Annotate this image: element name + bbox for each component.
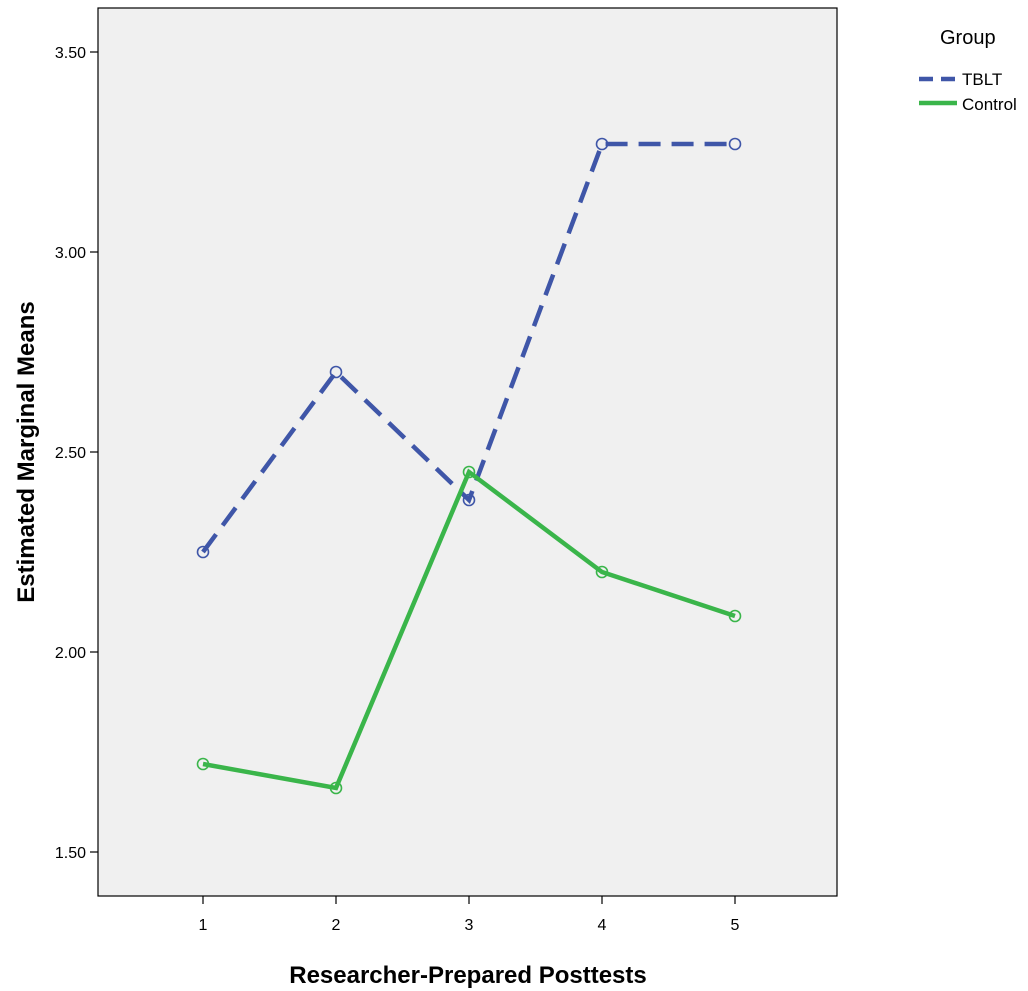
y-tick-label: 2.50: [55, 445, 86, 462]
data-point-control: [728, 609, 742, 623]
data-point-tblt: [595, 137, 609, 151]
data-point-control: [595, 565, 609, 579]
data-point-control: [462, 465, 476, 479]
x-tick-label: 5: [731, 917, 740, 934]
y-axis-ticks: 1.50 2.00 2.50 3.00 3.50: [55, 45, 98, 862]
x-tick-label: 4: [598, 917, 607, 934]
data-point-tblt: [196, 545, 210, 559]
series-line-control: [202, 468, 736, 791]
x-tick-label: 1: [199, 917, 208, 934]
data-point-tblt: [462, 493, 476, 507]
legend: Group TBLT Control: [919, 27, 1017, 114]
legend-title: Group: [940, 27, 996, 49]
plot-area: [97, 7, 838, 897]
x-tick-label: 2: [332, 917, 341, 934]
y-tick-label: 2.00: [55, 645, 86, 662]
series-layer: [196, 137, 742, 795]
data-point-control: [196, 757, 210, 771]
y-tick-label: 3.50: [55, 45, 86, 62]
data-point-tblt: [329, 365, 343, 379]
y-axis-title: Estimated Marginal Means: [13, 301, 40, 602]
x-axis-title: Researcher-Prepared Posttests: [289, 962, 647, 989]
legend-label-control: Control: [962, 95, 1017, 114]
y-tick-label: 1.50: [55, 845, 86, 862]
y-tick-label: 3.00: [55, 245, 86, 262]
legend-label-tblt: TBLT: [962, 70, 1002, 89]
data-point-control: [329, 781, 343, 795]
data-point-tblt: [728, 137, 742, 151]
x-tick-label: 3: [465, 917, 474, 934]
x-axis-ticks: 1 2 3 4 5: [199, 896, 740, 934]
series-line-tblt: [201, 141, 735, 554]
